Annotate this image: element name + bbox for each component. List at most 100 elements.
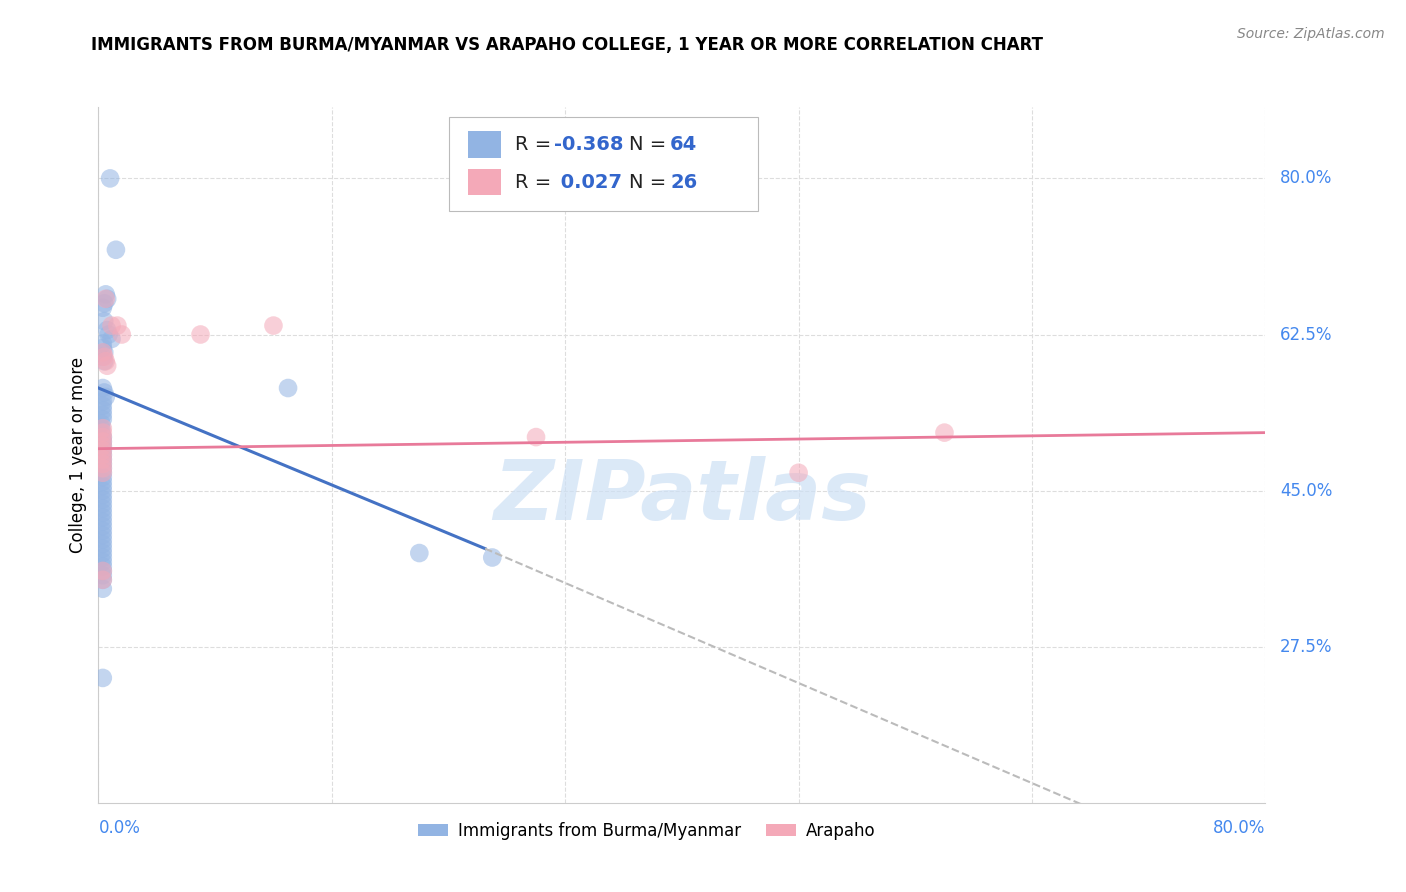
Point bbox=[91, 439, 114, 453]
Point bbox=[91, 345, 114, 359]
Text: Source: ZipAtlas.com: Source: ZipAtlas.com bbox=[1237, 27, 1385, 41]
Point bbox=[91, 434, 114, 449]
Point bbox=[91, 434, 114, 449]
FancyBboxPatch shape bbox=[449, 118, 758, 211]
Y-axis label: College, 1 year or more: College, 1 year or more bbox=[69, 357, 87, 553]
Text: -0.368: -0.368 bbox=[554, 135, 623, 154]
Point bbox=[91, 470, 114, 484]
Point bbox=[91, 443, 114, 458]
Point bbox=[91, 430, 114, 444]
Point bbox=[91, 475, 114, 489]
Point bbox=[91, 550, 114, 565]
Text: 80.0%: 80.0% bbox=[1213, 819, 1265, 837]
Point bbox=[91, 568, 114, 582]
Point bbox=[787, 466, 810, 480]
Point bbox=[262, 318, 284, 333]
Text: 80.0%: 80.0% bbox=[1279, 169, 1333, 187]
Point bbox=[91, 461, 114, 475]
Text: ZIPatlas: ZIPatlas bbox=[494, 456, 870, 537]
Text: 26: 26 bbox=[671, 173, 697, 192]
Point bbox=[90, 421, 112, 435]
Point bbox=[98, 171, 121, 186]
Point bbox=[93, 345, 115, 359]
Point bbox=[91, 466, 114, 480]
Point bbox=[96, 323, 118, 337]
Point bbox=[91, 541, 114, 556]
Point bbox=[91, 341, 114, 355]
Point bbox=[91, 533, 114, 547]
Text: R =: R = bbox=[515, 135, 558, 154]
Point bbox=[91, 582, 114, 596]
Point bbox=[91, 528, 114, 542]
Point bbox=[96, 292, 118, 306]
Point bbox=[111, 327, 134, 342]
Point bbox=[94, 287, 117, 301]
Point bbox=[91, 301, 114, 315]
Text: N =: N = bbox=[630, 135, 673, 154]
Point bbox=[91, 564, 114, 578]
Point bbox=[91, 403, 114, 417]
Text: 27.5%: 27.5% bbox=[1279, 638, 1333, 656]
Point bbox=[91, 555, 114, 569]
Point bbox=[91, 439, 114, 453]
Point bbox=[94, 354, 117, 368]
Text: IMMIGRANTS FROM BURMA/MYANMAR VS ARAPAHO COLLEGE, 1 YEAR OR MORE CORRELATION CHA: IMMIGRANTS FROM BURMA/MYANMAR VS ARAPAHO… bbox=[91, 36, 1043, 54]
Point bbox=[91, 501, 114, 516]
Point bbox=[91, 381, 114, 395]
Point bbox=[481, 550, 503, 565]
Point bbox=[94, 292, 117, 306]
Point bbox=[91, 421, 114, 435]
Point bbox=[100, 332, 122, 346]
Point bbox=[105, 318, 128, 333]
Point bbox=[277, 381, 299, 395]
Point bbox=[91, 537, 114, 551]
Point bbox=[91, 564, 114, 578]
Point bbox=[91, 336, 114, 351]
Point bbox=[91, 559, 114, 574]
Bar bbox=[468, 131, 501, 158]
Point bbox=[104, 243, 127, 257]
Text: 45.0%: 45.0% bbox=[1279, 482, 1333, 500]
Point bbox=[190, 327, 212, 342]
Point bbox=[96, 359, 118, 373]
Point bbox=[93, 296, 115, 310]
Point bbox=[91, 457, 114, 471]
Point bbox=[91, 506, 114, 520]
Point bbox=[91, 671, 114, 685]
Text: N =: N = bbox=[630, 173, 673, 192]
Text: 62.5%: 62.5% bbox=[1279, 326, 1333, 343]
Point bbox=[91, 488, 114, 502]
Point bbox=[91, 443, 114, 458]
Point bbox=[90, 417, 112, 431]
Point bbox=[91, 457, 114, 471]
Point bbox=[91, 408, 114, 422]
Point bbox=[100, 318, 122, 333]
Legend: Immigrants from Burma/Myanmar, Arapaho: Immigrants from Burma/Myanmar, Arapaho bbox=[412, 815, 883, 847]
Text: R =: R = bbox=[515, 173, 558, 192]
Point bbox=[94, 390, 117, 404]
Point bbox=[91, 524, 114, 538]
Point bbox=[408, 546, 430, 560]
Point bbox=[93, 385, 115, 400]
Point bbox=[91, 412, 114, 426]
Point bbox=[91, 519, 114, 533]
Text: 0.027: 0.027 bbox=[554, 173, 621, 192]
Point bbox=[91, 573, 114, 587]
Point bbox=[91, 452, 114, 467]
Point bbox=[91, 448, 114, 462]
Point bbox=[93, 350, 115, 364]
Point bbox=[91, 546, 114, 560]
Point bbox=[91, 399, 114, 413]
Point bbox=[91, 573, 114, 587]
Point bbox=[91, 497, 114, 511]
Point bbox=[91, 461, 114, 475]
Point bbox=[91, 479, 114, 493]
Point bbox=[90, 425, 112, 440]
Point bbox=[91, 448, 114, 462]
Point bbox=[93, 354, 115, 368]
Bar bbox=[468, 169, 501, 195]
Point bbox=[91, 466, 114, 480]
Point bbox=[91, 510, 114, 524]
Point bbox=[524, 430, 547, 444]
Text: 0.0%: 0.0% bbox=[98, 819, 141, 837]
